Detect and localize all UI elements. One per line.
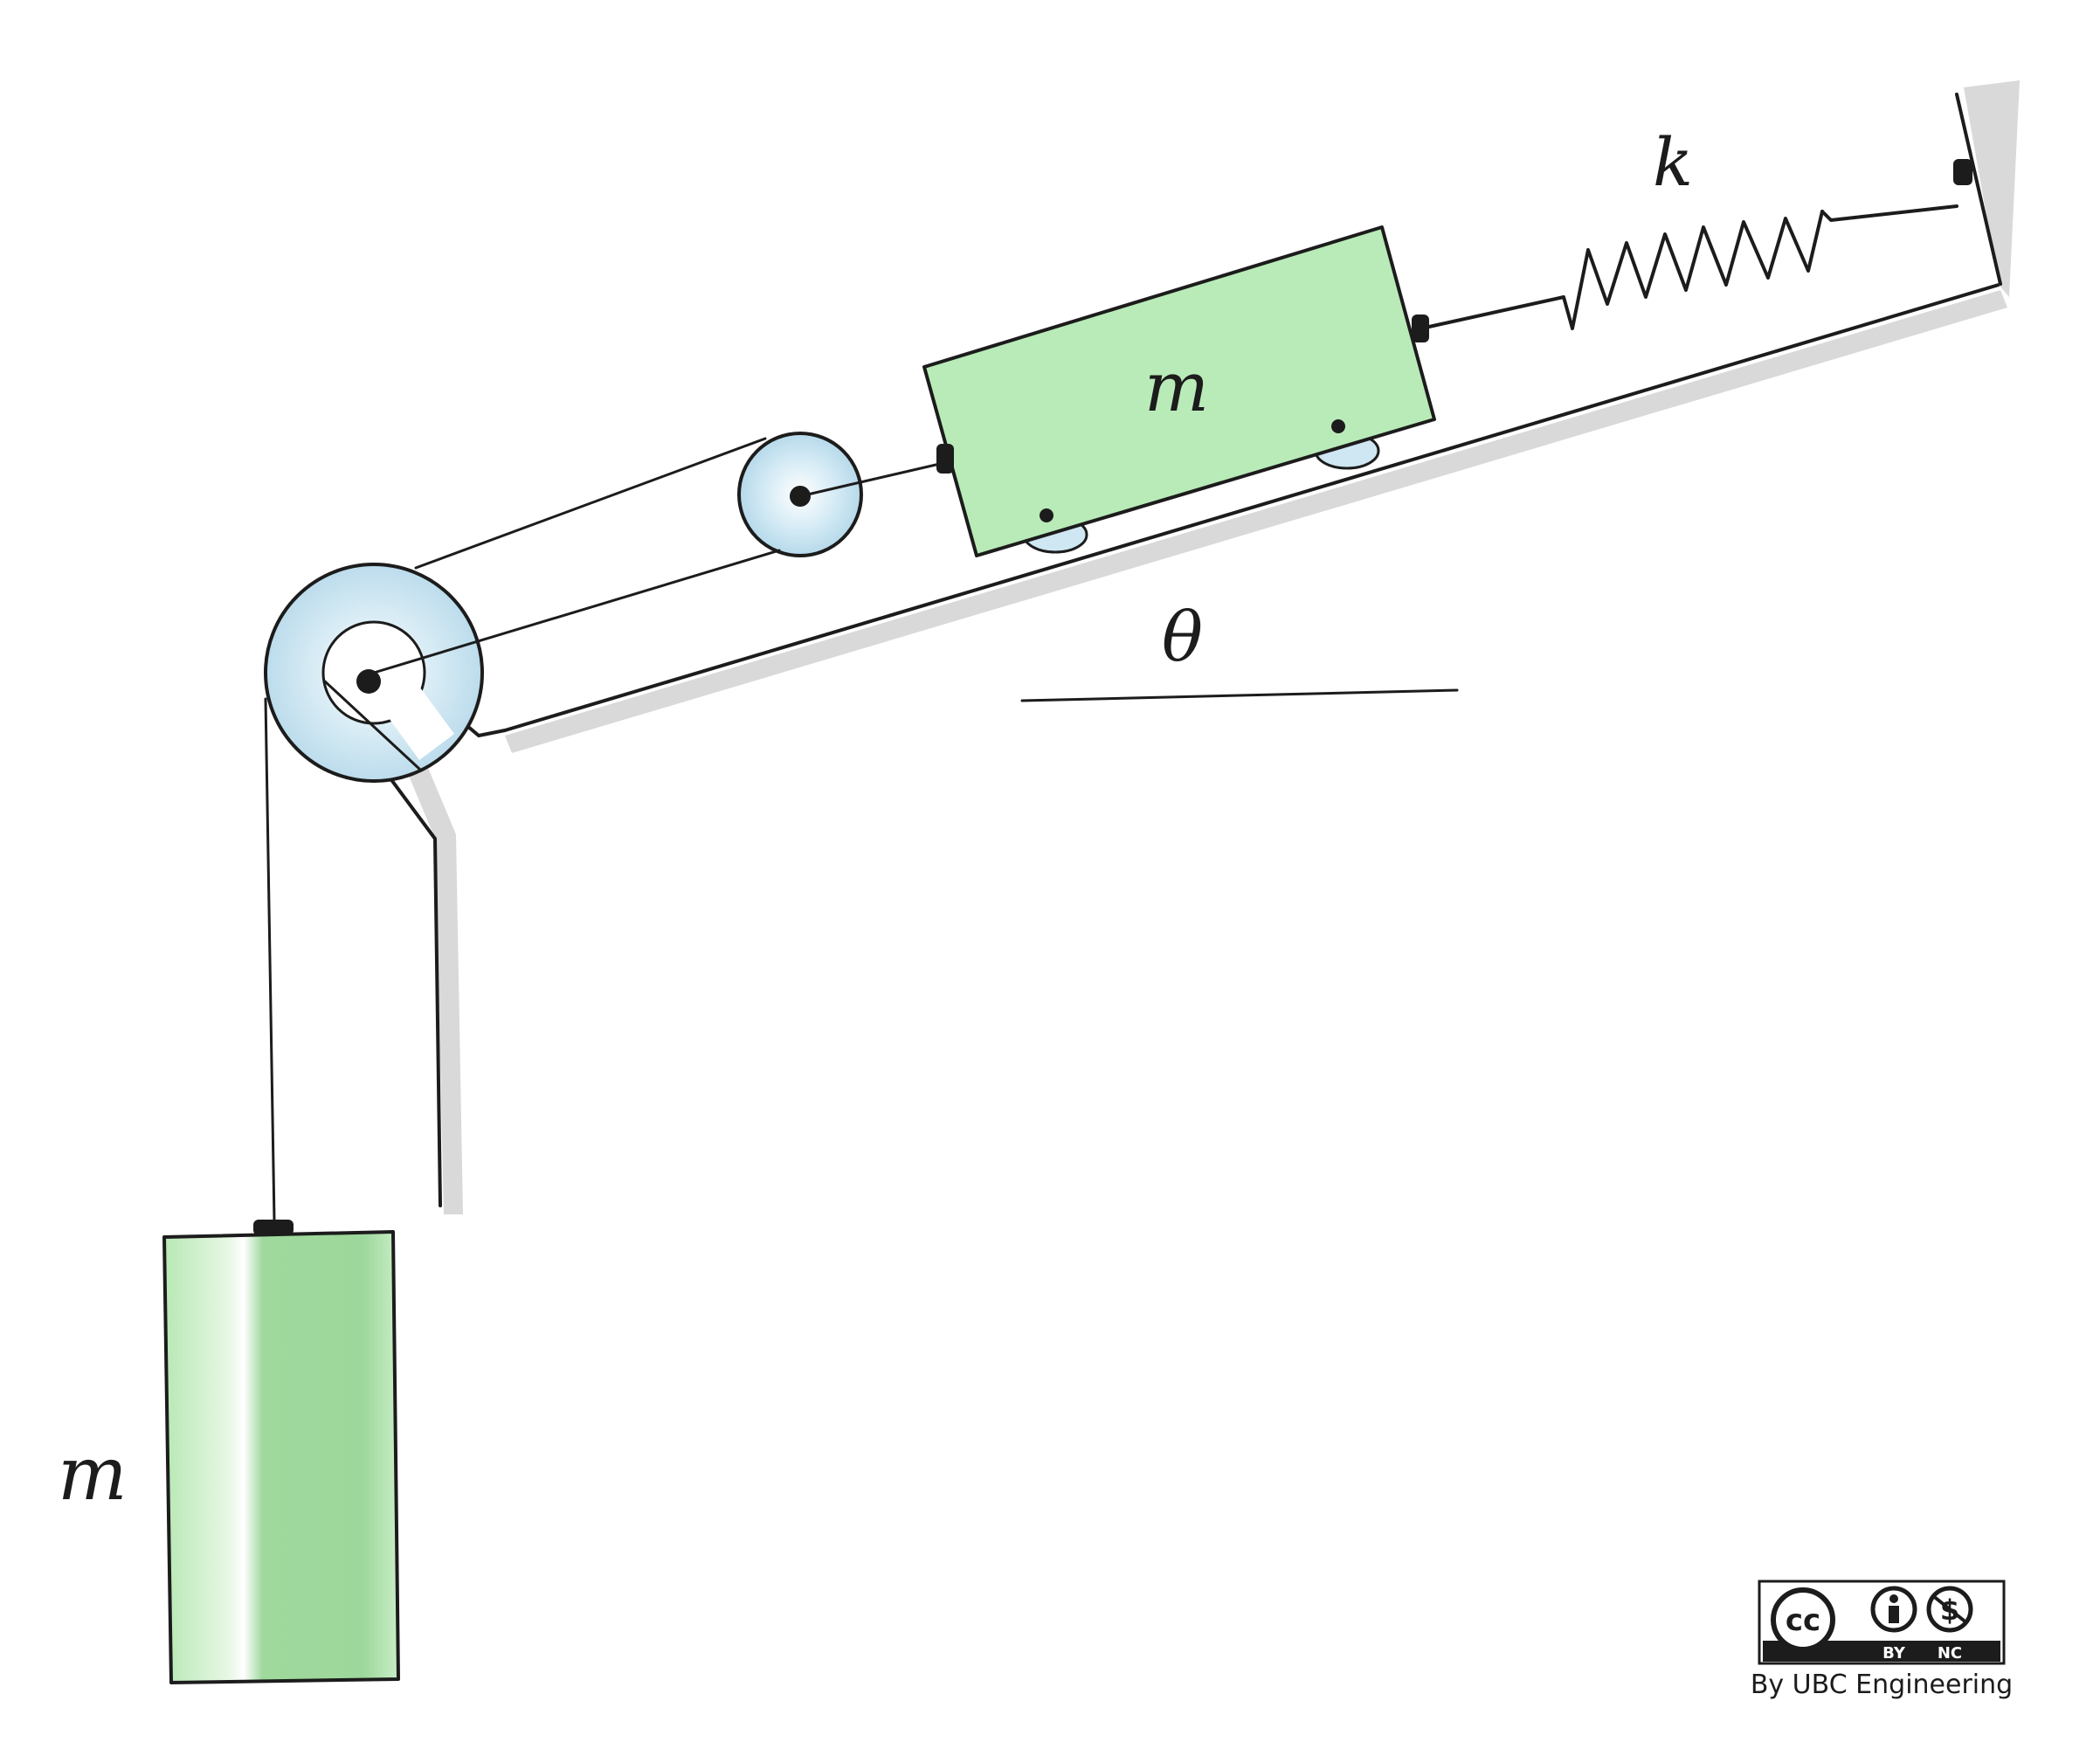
large-pulley-axle bbox=[356, 669, 381, 694]
attribution-icon bbox=[1870, 1586, 1917, 1633]
cables bbox=[264, 437, 945, 1223]
spring bbox=[1427, 204, 1958, 330]
noncommercial-icon: $ bbox=[1926, 1586, 1973, 1633]
creative-commons-icon: cc bbox=[1771, 1587, 1835, 1652]
incline-mass-cart bbox=[922, 225, 1436, 557]
svg-text:cc: cc bbox=[1786, 1603, 1820, 1638]
license-credit: By UBC Engineering bbox=[1751, 1670, 2013, 1700]
hanging-mass-label: m bbox=[58, 1431, 128, 1517]
license-nc-label: NC bbox=[1938, 1644, 1962, 1663]
small-pulley bbox=[737, 432, 863, 557]
incline-mass-label: m bbox=[1144, 349, 1209, 427]
right-wall bbox=[1953, 80, 2020, 297]
license-by-label: BY bbox=[1882, 1644, 1906, 1663]
angle-label: θ bbox=[1162, 598, 1203, 677]
license-badge: cc $ BY NC By UBC Engineering bbox=[1751, 1580, 2013, 1700]
incline-surface bbox=[503, 283, 2007, 753]
spring-constant-label: k bbox=[1653, 123, 1693, 201]
hanging-mass bbox=[162, 1220, 400, 1684]
horizontal-reference-line bbox=[1020, 688, 1459, 702]
